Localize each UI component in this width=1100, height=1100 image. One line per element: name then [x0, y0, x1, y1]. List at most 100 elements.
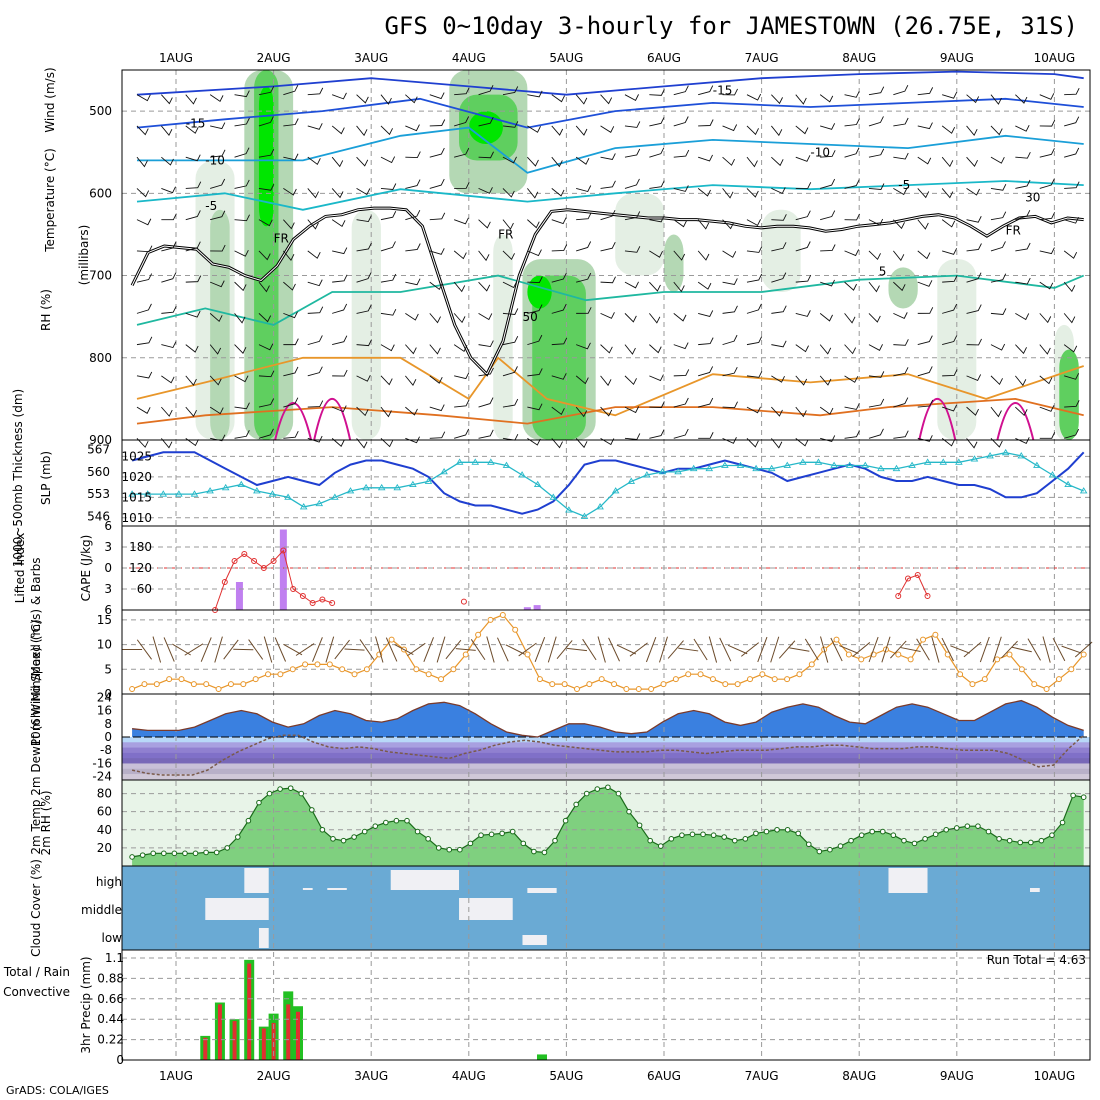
upper-wind-barb [136, 94, 151, 102]
upper-wind-barb [478, 281, 491, 292]
upper-wind-barb [795, 406, 807, 418]
upper-wind-barb [624, 121, 641, 128]
wind-speed-marker [685, 671, 692, 678]
thickness-tick-label: 553 [87, 487, 110, 501]
upper-wind-barb [868, 344, 883, 351]
rh2m-marker [129, 854, 135, 860]
upper-wind-barb [453, 313, 466, 324]
rh2m-marker [657, 843, 664, 849]
upper-wind-barb [917, 335, 933, 346]
upper-wind-barb [600, 344, 613, 354]
upper-wind-barb [917, 435, 933, 442]
upper-wind-barb [380, 183, 397, 190]
wind-speed-marker [771, 676, 778, 683]
wind-speed-marker [660, 681, 667, 688]
contour-label: -5 [205, 199, 217, 213]
upper-wind-barb [185, 154, 201, 162]
temp-area [132, 700, 1084, 737]
rh2m-marker [404, 817, 410, 824]
wind-speed-marker [598, 676, 605, 683]
precip-tick-label: 1.1 [105, 951, 124, 965]
thickness-marker [128, 490, 136, 497]
upper-wind-barb [1039, 281, 1054, 290]
li-marker [905, 575, 911, 582]
upper-wind-barb [600, 125, 615, 133]
upper-wind-barb [600, 406, 613, 417]
surface-wind-barb [890, 640, 907, 659]
surface-wind-barb [719, 637, 732, 662]
rh2m-ylabel: 2m RH (%) [39, 790, 53, 855]
rh2m-marker [287, 785, 294, 791]
upper-wind-barb [356, 188, 371, 196]
upper-wind-barb [820, 150, 836, 158]
wind-speed-marker [425, 671, 432, 678]
rh2m-marker [636, 822, 643, 829]
surface-wind-barb [359, 639, 375, 660]
wind-speed-marker [438, 676, 445, 683]
data-lines [122, 70, 1093, 860]
thickness-marker [767, 464, 776, 472]
precip-legend-convective: Convective [3, 985, 70, 999]
precip-convective-bar [203, 1037, 208, 1060]
upper-wind-barb [1064, 147, 1080, 158]
surface-wind-barb [566, 647, 588, 652]
upper-wind-barb [307, 156, 321, 166]
upper-wind-barb [478, 187, 493, 194]
upper-wind-barb [600, 276, 616, 284]
rh2m-marker [213, 849, 220, 856]
upper-wind-barb [551, 188, 565, 197]
upper-wind-barb [673, 281, 685, 293]
wind-speed-marker [932, 631, 939, 638]
cloud-level-label: middle [81, 903, 122, 917]
cloud-block [258, 928, 269, 948]
upper-wind-barb [771, 214, 787, 221]
upper-wind-barb [942, 404, 957, 412]
upper-wind-barb [990, 406, 1002, 418]
rh2m-marker [562, 817, 569, 824]
precip-legend-total: Total / Rain [3, 965, 70, 979]
cape-bar [279, 529, 287, 610]
thickness-marker [549, 493, 558, 500]
upper-wind-barb [210, 122, 226, 130]
upper-wind-barb [746, 188, 759, 198]
upper-wind-barb [795, 155, 811, 162]
surface-wind-barb [1052, 637, 1066, 662]
upper-wind-barb [551, 337, 568, 346]
rh2m-marker [245, 817, 252, 824]
surface-wind-barb [667, 640, 684, 659]
upper-wind-barb [990, 273, 1007, 283]
li-ylabel: Lifted Index [13, 533, 27, 604]
upper-wind-barb [210, 244, 226, 252]
surface-wind-barb [497, 637, 509, 662]
upper-wind-barb [527, 90, 543, 98]
surface-wind-barb [1074, 641, 1093, 658]
upper-wind-barb [283, 338, 299, 346]
upper-wind-barb [453, 344, 468, 352]
upper-wind-barb [697, 250, 710, 261]
upper-wind-barb [1063, 250, 1078, 259]
upper-wind-barb [941, 219, 956, 228]
surface-wind-barb [727, 644, 748, 655]
upper-wind-barb [136, 438, 149, 448]
upper-wind-barb [600, 153, 616, 160]
upper-wind-barb [771, 340, 787, 348]
upper-wind-barb [820, 244, 836, 252]
wind-tick-label: 0 [104, 687, 112, 701]
upper-wind-barb [673, 85, 689, 96]
upper-wind-barb [966, 438, 978, 449]
date-label-bottom: 1AUG [159, 1069, 193, 1083]
upper-wind-barb [380, 94, 392, 105]
upper-wind-barb [819, 344, 832, 355]
rh2m-marker [985, 828, 992, 835]
pressure-tick-label: 600 [89, 186, 112, 200]
upper-wind-barb [283, 397, 299, 408]
rh2m-marker [615, 790, 622, 797]
surface-wind-barb [163, 637, 175, 662]
upper-wind-barb [551, 303, 567, 314]
thickness-marker [861, 461, 870, 468]
surface-wind-barb [659, 636, 668, 663]
upper-wind-barb [161, 125, 173, 137]
upper-wind-barb [673, 342, 689, 350]
upper-wind-barb [478, 219, 491, 229]
rh2m-marker [393, 817, 400, 824]
